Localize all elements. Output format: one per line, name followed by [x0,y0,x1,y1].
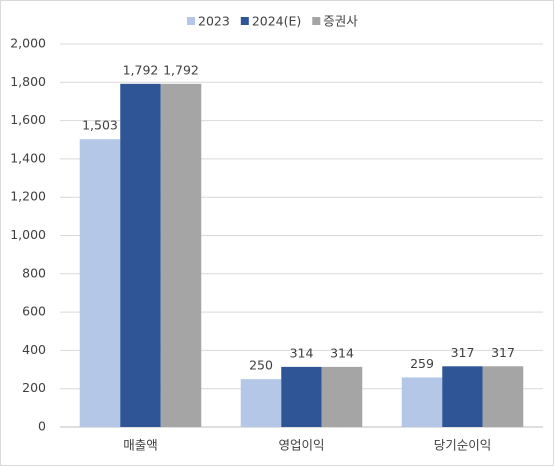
x-tick-label: 영업이익 [278,438,324,453]
legend-swatch [187,17,195,25]
legend-swatch [312,17,321,25]
y-tick-label: 800 [22,265,46,280]
bar [482,366,524,427]
bar [79,139,121,427]
y-tick-label: 0 [38,419,46,434]
y-tick-label: 1,000 [10,227,46,242]
data-label: 317 [451,345,475,360]
x-tick-label: 당기순이익 [434,438,492,453]
data-label: 314 [330,345,354,360]
data-label: 1,792 [123,62,159,77]
y-tick-label: 2,000 [10,36,46,51]
bar [120,83,161,427]
bar [401,377,443,427]
y-tick-label: 600 [22,304,46,319]
data-label: 314 [290,345,314,360]
bar [160,83,202,427]
y-tick-label: 400 [22,342,46,357]
y-tick-label: 1,400 [10,150,46,165]
legend-label: 2023 [198,14,230,29]
data-label: 317 [491,345,515,360]
data-label: 1,792 [163,62,199,77]
bar [321,366,363,427]
x-tick-label: 매출액 [123,438,158,453]
legend-label: 2024(E) [252,14,301,29]
legend-label: 증권사 [323,14,358,29]
y-tick-label: 1,600 [10,112,46,127]
y-tick-label: 200 [22,380,46,395]
legend-swatch [240,17,249,25]
y-tick-label: 1,200 [10,189,46,204]
data-label: 250 [249,358,273,373]
data-label: 1,503 [82,118,118,133]
data-label: 259 [410,356,434,371]
y-tick-label: 1,800 [10,74,46,89]
bar [442,366,483,427]
bar [240,379,282,427]
bar [281,366,322,427]
